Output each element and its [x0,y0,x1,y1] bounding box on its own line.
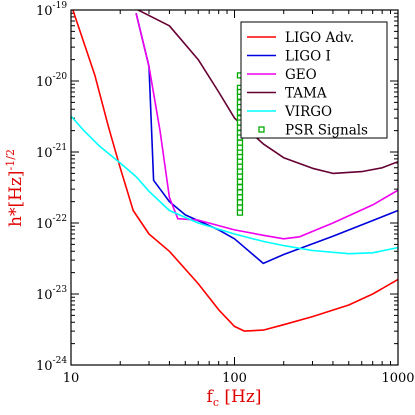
y-tick-label: 10-23 [36,285,67,303]
series-line-virgo [71,115,398,255]
psr-signal-point [236,189,244,196]
series-layer [71,10,398,332]
x-tick-label: 10 [63,371,80,386]
plot-frame [70,9,399,366]
legend-label-psr-signals: PSR Signals [285,123,368,139]
legend-label-tama: TAMA [285,86,327,102]
psr-signal-point [236,168,244,175]
legend-label-geo: GEO [285,67,317,83]
psr-signal-point [236,204,244,211]
psr-signal-point [236,199,244,206]
series-line-geo [135,13,398,240]
legend-label-ligo-i: LIGO I [285,49,331,65]
legend-box [240,21,388,139]
x-axis-label: fc [Hz] [207,387,262,409]
legend-label-virgo: VIRGO [284,104,332,120]
y-tick-label: 10-19 [36,1,67,19]
psr-signal-point [236,178,244,185]
y-tick-label: 10-24 [36,356,67,374]
x-tick-label: 100 [222,371,247,386]
legend: LIGO Adv. LIGO I GEO TAMA VIRGO PSR Signals [240,21,388,139]
psr-signal-point [236,209,244,216]
psr-signal-point [236,144,244,151]
series-line-ligo-adv [72,10,398,332]
y-tick-label: 10-21 [36,143,67,161]
y-tick-label: 10-22 [36,214,67,232]
axis-titles: fc [Hz] h*[Hz]-1/2 [4,149,261,409]
tick-labels-layer: 10 100 1000 10-24 10-23 10-22 10-21 10-20 10-19 [36,1,415,386]
series-line-tama [136,10,398,175]
psr-signal-point [236,183,244,191]
psr-signal-point [236,158,244,165]
legend-label-ligo-adv: LIGO Adv. [285,30,354,46]
legend-swatch-psr-signals [258,126,265,133]
y-tick-label: 10-20 [36,72,67,90]
psr-signal-point [236,194,244,201]
y-axis-label: h*[Hz]-1/2 [4,149,26,227]
psr-signal-point [236,173,244,180]
psr-signal-point [236,139,244,146]
x-tick-label: 1000 [381,371,414,386]
